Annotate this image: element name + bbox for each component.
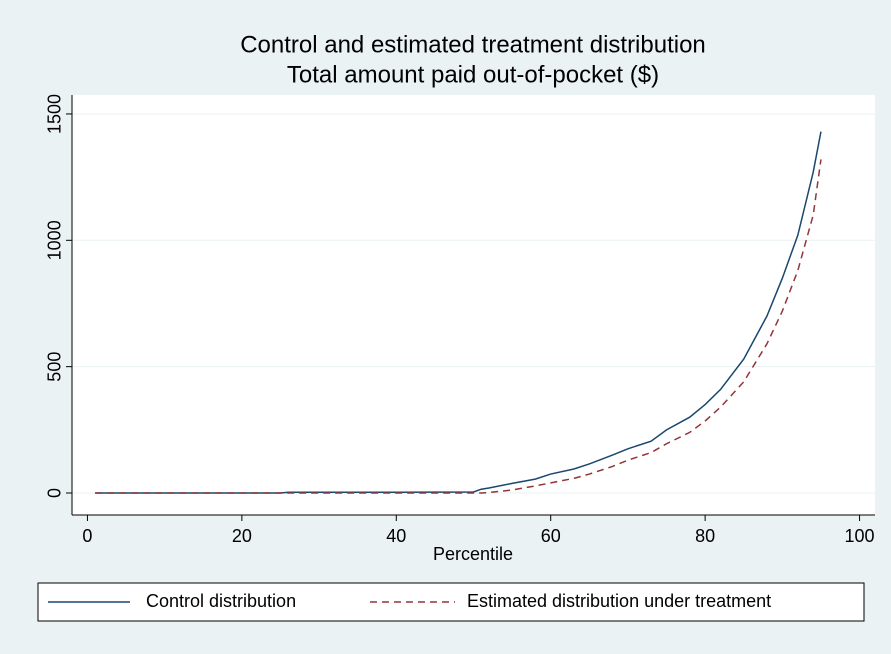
x-tick-label: 100: [845, 526, 875, 546]
x-tick-label: 20: [232, 526, 252, 546]
x-tick-label: 40: [386, 526, 406, 546]
x-tick-label: 80: [695, 526, 715, 546]
series-line: [95, 159, 822, 494]
plot-area: [72, 95, 875, 515]
x-tick-label: 0: [82, 526, 92, 546]
series-line: [95, 131, 822, 494]
legend-box: [37, 582, 865, 622]
y-tick-label: 0: [45, 488, 65, 498]
y-tick-label: 500: [45, 352, 65, 382]
y-tick-label: 1000: [45, 220, 65, 260]
chart-title: Control and estimated treatment distribu…: [240, 31, 706, 58]
chart-subtitle: Total amount paid out-of-pocket ($): [287, 61, 659, 88]
x-tick-label: 60: [541, 526, 561, 546]
x-axis-label: Percentile: [433, 544, 513, 564]
plot: [72, 113, 875, 494]
y-tick-label: 1500: [45, 94, 65, 134]
legend-label: Estimated distribution under treatment: [467, 591, 771, 611]
legend-label: Control distribution: [146, 591, 296, 611]
